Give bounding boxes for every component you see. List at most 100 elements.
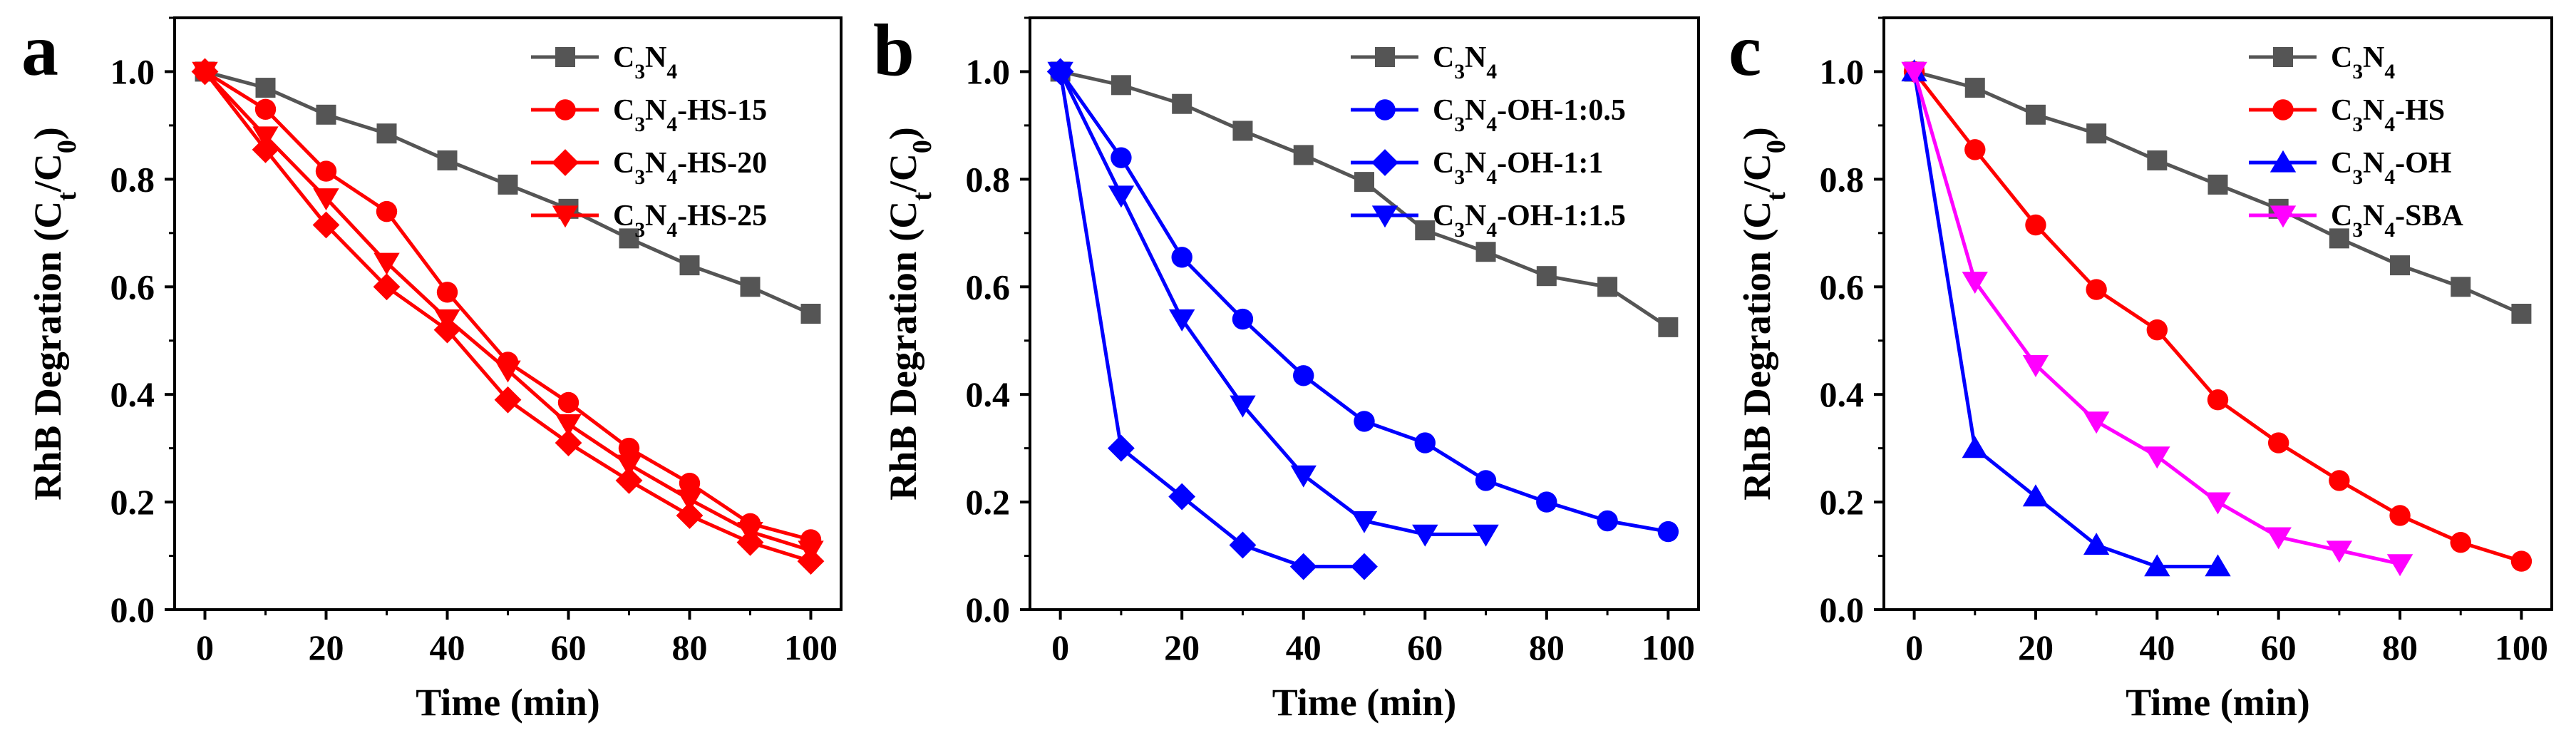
legend-marker — [555, 47, 575, 67]
label-text: RhB Degration (C — [26, 201, 69, 501]
legend-label: C3N4-HS — [2331, 94, 2445, 136]
y-tick-label: 1.0 — [110, 51, 155, 91]
legend-item: C3N4-HS-20 — [531, 147, 767, 189]
x-tick-label: 0 — [1051, 627, 1069, 667]
data-point — [1232, 308, 1254, 330]
data-point — [798, 540, 824, 563]
series-line — [204, 70, 812, 542]
label-text: C — [613, 94, 634, 127]
x-tick-label: 60 — [2261, 627, 2297, 667]
series-C3N4-HS — [1903, 61, 2533, 572]
data-point — [2451, 277, 2471, 297]
legend-marker — [2270, 205, 2297, 228]
data-point — [2207, 389, 2229, 411]
label-text: C — [613, 147, 634, 180]
data-point — [1473, 524, 1499, 547]
y-tick-label: 0.4 — [110, 374, 155, 414]
legend-item: C3N4 — [2249, 41, 2395, 83]
x-tick-label: 80 — [2382, 627, 2418, 667]
data-point — [252, 135, 279, 163]
label-text: ) — [1736, 127, 1778, 140]
data-point — [1657, 521, 1679, 543]
legend-label: C3N4 — [2331, 41, 2395, 83]
label-text: N — [1465, 94, 1486, 127]
subscript-text: 0 — [1761, 140, 1791, 153]
data-point — [1354, 172, 1374, 193]
data-point — [1168, 483, 1196, 511]
data-point — [1230, 395, 1256, 418]
label-text: N — [1465, 147, 1486, 180]
data-point — [2510, 550, 2533, 572]
legend-label: C3N4-HS-15 — [613, 94, 767, 136]
subscript-text: 4 — [1486, 61, 1497, 83]
x-tick-label: 0 — [196, 627, 214, 667]
y-tick-label: 0.0 — [966, 590, 1011, 630]
subscript-text: 4 — [1486, 166, 1497, 189]
label-text: C — [2331, 200, 2352, 232]
data-point — [1111, 147, 1132, 168]
legend-marker — [1375, 47, 1395, 67]
data-point — [679, 472, 701, 494]
subscript-text: 3 — [1454, 61, 1465, 83]
label-text: N — [2363, 147, 2384, 180]
legend-item: C3N4 — [1351, 41, 1497, 83]
y-tick-label: 0.8 — [966, 159, 1011, 199]
y-tick-label: 0.4 — [1820, 374, 1865, 414]
data-point — [555, 429, 582, 456]
data-point — [2083, 533, 2110, 555]
data-point — [373, 273, 401, 301]
data-point — [315, 160, 337, 182]
subscript-text: 3 — [1454, 113, 1465, 136]
subscript-text: 3 — [2352, 166, 2363, 189]
legend-item: C3N4-OH-1:1.5 — [1351, 200, 1626, 242]
label-text: N — [645, 41, 666, 74]
subscript-text: t — [907, 192, 937, 201]
data-point — [1111, 75, 1131, 96]
legend-marker — [555, 99, 576, 121]
legend-item: C3N4-OH-1:0.5 — [1351, 94, 1626, 136]
legend-item: C3N4-HS-15 — [531, 94, 767, 136]
data-point — [1354, 411, 1375, 432]
subscript-text: 3 — [2352, 219, 2363, 242]
data-point — [192, 61, 218, 84]
data-point — [555, 414, 582, 436]
subscript-text: 4 — [666, 219, 677, 242]
series-line — [1912, 71, 2218, 569]
data-point — [1414, 432, 1436, 453]
data-point — [373, 252, 400, 275]
legend-marker — [552, 149, 579, 176]
legend-label: C3N4-OH-1:0.5 — [1433, 94, 1626, 136]
data-point — [1108, 185, 1135, 208]
x-tick-label: 60 — [1407, 627, 1443, 667]
data-point — [1047, 61, 1073, 84]
data-point — [1964, 139, 1986, 160]
x-tick-label: 100 — [2495, 627, 2548, 667]
data-point — [2329, 470, 2350, 491]
subscript-text: 3 — [1454, 219, 1465, 242]
label-text: /C — [882, 153, 924, 193]
series-line — [1058, 71, 1486, 536]
data-point — [1232, 121, 1253, 141]
subscript-text: 4 — [666, 61, 677, 83]
legend-marker — [552, 205, 579, 228]
legend-item: C3N4 — [531, 41, 677, 83]
x-tick-label: 40 — [430, 627, 465, 667]
data-point — [618, 437, 640, 459]
data-point — [1290, 465, 1317, 488]
series-C3N4-OH-1:1 — [1046, 58, 1378, 580]
label-text: ) — [882, 127, 924, 140]
data-point — [2386, 554, 2413, 577]
series-line — [1912, 71, 2401, 566]
data-point — [1962, 272, 1988, 294]
legend: C3N4C3N4-OH-1:0.5C3N4-OH-1:1C3N4-OH-1:1.… — [1351, 41, 1626, 242]
series-line — [1058, 71, 1364, 569]
y-tick-label: 0.2 — [110, 482, 155, 522]
subscript-text: 3 — [1454, 166, 1465, 189]
legend-item: C3N4-SBA — [2249, 200, 2463, 242]
x-tick-label: 20 — [1164, 627, 1200, 667]
label-text: N — [2363, 41, 2384, 74]
y-tick-label: 0.2 — [1820, 482, 1865, 522]
data-point — [376, 123, 397, 144]
